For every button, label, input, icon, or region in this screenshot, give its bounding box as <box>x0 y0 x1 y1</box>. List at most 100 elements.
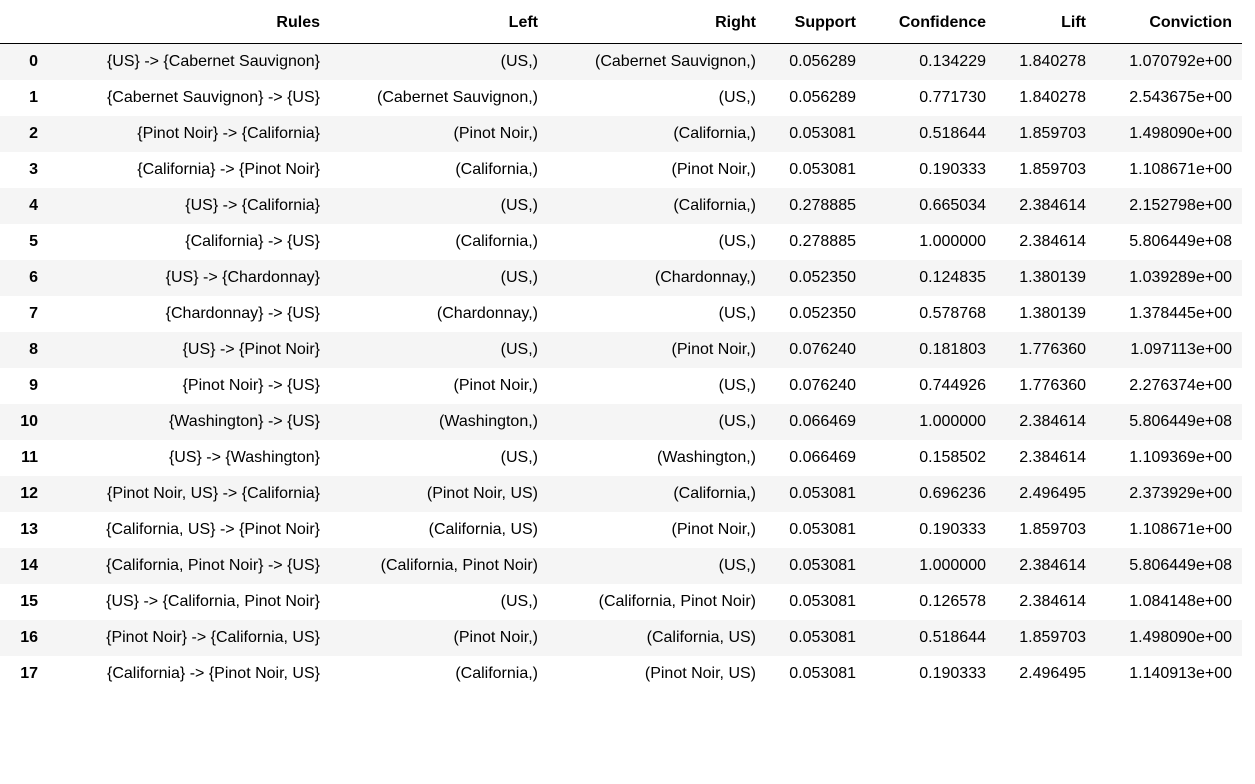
right-cell: (California, US) <box>646 629 756 646</box>
table-row: 6 {US} -> {Chardonnay} (US,) (Chardonnay,) 0… <box>0 260 1242 296</box>
conviction-cell: 5.806449e+08 <box>1129 557 1232 574</box>
conviction-cell: 1.108671e+00 <box>1129 161 1232 178</box>
rules-cell: {US} -> {Washington} <box>168 449 320 466</box>
lift-cell: 2.384614 <box>1019 449 1086 466</box>
rules-cell: {US} -> {Cabernet Sauvignon} <box>106 53 320 70</box>
row-index: 16 <box>20 629 38 646</box>
rules-cell: {California} -> {Pinot Noir} <box>137 161 320 178</box>
conviction-cell: 1.108671e+00 <box>1129 521 1232 538</box>
right-cell: (Pinot Noir,) <box>671 521 756 538</box>
conviction-cell: 1.084148e+00 <box>1129 593 1232 610</box>
lift-cell: 2.384614 <box>1019 413 1086 430</box>
lift-cell: 1.776360 <box>1019 341 1086 358</box>
association-rules-table: Rules Left Right Support Confidence Lift… <box>0 3 1242 692</box>
column-header-support: Support <box>766 3 866 44</box>
table-row: 4 {US} -> {California} (US,) (California,) 0… <box>0 188 1242 224</box>
right-cell: (US,) <box>718 305 756 322</box>
right-cell: (Chardonnay,) <box>654 269 756 286</box>
rules-cell: {Pinot Noir} -> {California} <box>137 125 320 142</box>
table-row: 15 {US} -> {California, Pinot Noir} (US,) (… <box>0 584 1242 620</box>
lift-cell: 1.840278 <box>1019 89 1086 106</box>
support-cell: 0.052350 <box>789 305 856 322</box>
right-cell: (California,) <box>673 197 756 214</box>
rules-cell: {Chardonnay} -> {US} <box>165 305 320 322</box>
column-header-left: Left <box>330 3 548 44</box>
row-index: 1 <box>29 89 38 106</box>
left-cell: (Cabernet Sauvignon,) <box>377 89 538 106</box>
rules-cell: {California} -> {Pinot Noir, US} <box>106 665 320 682</box>
right-cell: (US,) <box>718 557 756 574</box>
row-index: 4 <box>29 197 38 214</box>
left-cell: (US,) <box>500 269 538 286</box>
rules-cell: {US} -> {California} <box>185 197 320 214</box>
conviction-cell: 2.276374e+00 <box>1129 377 1232 394</box>
row-index: 2 <box>29 125 38 142</box>
row-index: 7 <box>29 305 38 322</box>
support-cell: 0.076240 <box>789 341 856 358</box>
lift-cell: 1.776360 <box>1019 377 1086 394</box>
left-cell: (Pinot Noir,) <box>453 629 538 646</box>
support-cell: 0.278885 <box>789 233 856 250</box>
row-index: 13 <box>20 521 38 538</box>
lift-cell: 1.840278 <box>1019 53 1086 70</box>
support-cell: 0.052350 <box>789 269 856 286</box>
left-cell: (California,) <box>455 161 538 178</box>
conviction-cell: 1.039289e+00 <box>1129 269 1232 286</box>
lift-cell: 2.496495 <box>1019 485 1086 502</box>
row-index: 12 <box>20 485 38 502</box>
row-index: 17 <box>20 665 38 682</box>
lift-cell: 2.384614 <box>1019 557 1086 574</box>
table-row: 17 {California} -> {Pinot Noir, US} (Calif… <box>0 656 1242 692</box>
confidence-cell: 0.124835 <box>919 269 986 286</box>
conviction-cell: 1.498090e+00 <box>1129 125 1232 142</box>
rules-cell: {California} -> {US} <box>185 233 320 250</box>
row-index: 5 <box>29 233 38 250</box>
conviction-cell: 2.152798e+00 <box>1129 197 1232 214</box>
row-index: 3 <box>29 161 38 178</box>
rules-cell: {Pinot Noir} -> {California, US} <box>106 629 320 646</box>
left-cell: (US,) <box>500 593 538 610</box>
confidence-cell: 0.190333 <box>919 161 986 178</box>
lift-cell: 2.384614 <box>1019 197 1086 214</box>
row-index: 10 <box>20 413 38 430</box>
support-cell: 0.053081 <box>789 125 856 142</box>
left-cell: (California, Pinot Noir) <box>380 557 538 574</box>
column-header-confidence: Confidence <box>866 3 996 44</box>
right-cell: (Pinot Noir,) <box>671 161 756 178</box>
support-cell: 0.053081 <box>789 161 856 178</box>
rules-cell: {US} -> {Chardonnay} <box>165 269 320 286</box>
lift-cell: 2.384614 <box>1019 593 1086 610</box>
left-cell: (Chardonnay,) <box>436 305 538 322</box>
column-header-right: Right <box>548 3 766 44</box>
left-cell: (Pinot Noir,) <box>453 125 538 142</box>
column-header-conviction: Conviction <box>1096 3 1242 44</box>
left-cell: (California, US) <box>428 521 538 538</box>
right-cell: (US,) <box>718 233 756 250</box>
table-row: 16 {Pinot Noir} -> {California, US} (Pinot… <box>0 620 1242 656</box>
lift-cell: 1.859703 <box>1019 629 1086 646</box>
row-index: 0 <box>29 53 38 70</box>
conviction-cell: 2.543675e+00 <box>1129 89 1232 106</box>
rules-cell: {California, US} -> {Pinot Noir} <box>106 521 320 538</box>
row-index: 15 <box>20 593 38 610</box>
right-cell: (Pinot Noir,) <box>671 341 756 358</box>
confidence-cell: 0.126578 <box>919 593 986 610</box>
table-row: 3 {California} -> {Pinot Noir} (California… <box>0 152 1242 188</box>
conviction-cell: 1.097113e+00 <box>1130 341 1232 358</box>
table-row: 5 {California} -> {US} (California,) (US,) 0… <box>0 224 1242 260</box>
conviction-cell: 1.498090e+00 <box>1129 629 1232 646</box>
table-row: 14 {California, Pinot Noir} -> {US} (Calif… <box>0 548 1242 584</box>
table-row: 9 {Pinot Noir} -> {US} (Pinot Noir,) (US,) 0… <box>0 368 1242 404</box>
support-cell: 0.056289 <box>789 89 856 106</box>
support-cell: 0.053081 <box>789 557 856 574</box>
left-cell: (US,) <box>500 197 538 214</box>
column-header-rules: Rules <box>48 3 330 44</box>
lift-cell: 1.859703 <box>1019 161 1086 178</box>
left-cell: (US,) <box>500 449 538 466</box>
row-index: 9 <box>29 377 38 394</box>
right-cell: (California,) <box>673 125 756 142</box>
left-cell: (Washington,) <box>439 413 538 430</box>
conviction-cell: 1.140913e+00 <box>1129 665 1232 682</box>
right-cell: (California, Pinot Noir) <box>598 593 756 610</box>
lift-cell: 1.380139 <box>1019 269 1086 286</box>
